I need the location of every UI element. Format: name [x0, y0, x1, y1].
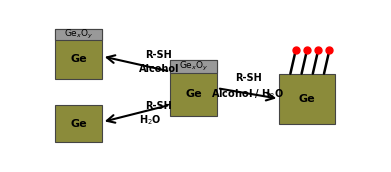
Text: Ge: Ge: [70, 119, 87, 129]
Text: Ge: Ge: [185, 89, 202, 99]
Text: R-SH: R-SH: [235, 73, 262, 83]
Bar: [55, 29, 102, 40]
Text: R-SH: R-SH: [145, 50, 172, 60]
Bar: [55, 29, 102, 79]
Bar: [170, 60, 217, 73]
Text: Ge$_x$O$_y$: Ge$_x$O$_y$: [64, 28, 93, 41]
Text: R-SH: R-SH: [145, 101, 172, 111]
Text: Alcohol: Alcohol: [139, 64, 179, 74]
Bar: [170, 60, 217, 116]
Text: H$_2$O: H$_2$O: [139, 113, 162, 127]
Text: Ge: Ge: [299, 94, 316, 104]
Text: Alcohol / H$_2$O: Alcohol / H$_2$O: [212, 87, 285, 101]
Text: Ge: Ge: [70, 54, 87, 64]
Bar: [279, 74, 335, 124]
Bar: [55, 105, 102, 142]
Text: Ge$_x$O$_y$: Ge$_x$O$_y$: [179, 60, 208, 73]
